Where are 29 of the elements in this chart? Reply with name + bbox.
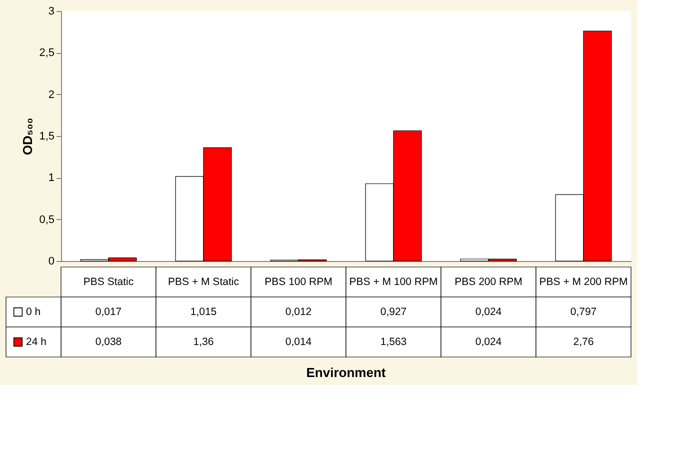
y-tick-label: 1,5: [39, 130, 54, 142]
y-axis-title: OD₅₀₀: [20, 118, 36, 156]
y-tick-label: 1: [48, 172, 54, 184]
data-label: 0,012: [285, 306, 312, 318]
y-tick-label: 3: [48, 6, 54, 18]
legend-label: 24 h: [26, 336, 47, 348]
y-tick-label: 0,5: [39, 214, 54, 226]
data-label: 0,927: [380, 306, 407, 318]
data-label: 0,038: [95, 336, 122, 348]
data-label: 0,014: [285, 336, 312, 348]
x-tick-label: PBS Static: [83, 276, 134, 288]
data-label: 1,36: [193, 336, 214, 348]
x-tick-label: PBS + M Static: [168, 276, 239, 288]
data-label: 0,024: [475, 306, 502, 318]
y-tick-label: 0: [48, 256, 54, 268]
data-label: 0,797: [570, 306, 597, 318]
data-label: 1,563: [380, 336, 407, 348]
x-tick-label: PBS + M 100 RPM: [349, 276, 438, 288]
x-tick-label: PBS + M 200 RPM: [539, 276, 628, 288]
data-label: 0,024: [475, 336, 502, 348]
data-label: 1,015: [190, 306, 217, 318]
y-tick-label: 2,5: [39, 47, 54, 60]
y-tick-label: 2: [48, 88, 54, 101]
text: Environment: [306, 365, 386, 380]
x-tick-label: PBS 100 RPM: [264, 276, 332, 288]
legend-label: 0 h: [26, 306, 41, 318]
x-tick-label: PBS 200 RPM: [454, 276, 522, 288]
data-label: 2,76: [573, 336, 594, 348]
data-label: 0,017: [95, 306, 122, 318]
